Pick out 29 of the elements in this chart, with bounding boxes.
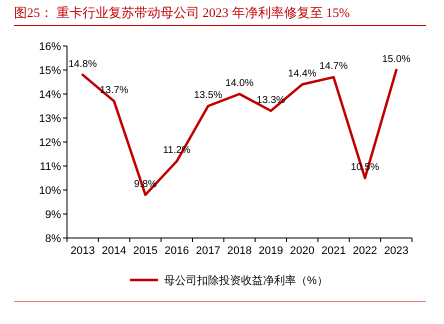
data-label: 14.8% bbox=[68, 58, 97, 70]
x-tick-label: 2017 bbox=[196, 245, 220, 257]
data-label: 14.7% bbox=[319, 61, 348, 72]
x-tick-label: 2021 bbox=[321, 245, 346, 257]
x-tick-label: 2023 bbox=[384, 245, 409, 257]
y-tick-label: 14% bbox=[38, 89, 62, 101]
x-tick-label: 2022 bbox=[352, 245, 378, 257]
y-tick-label: 11% bbox=[40, 161, 62, 173]
data-label: 13.5% bbox=[194, 90, 222, 101]
y-tick-label: 8% bbox=[45, 233, 62, 245]
x-tick-label: 2018 bbox=[227, 245, 252, 257]
y-tick-label: 10% bbox=[38, 185, 62, 197]
y-tick-label: 13% bbox=[38, 113, 62, 125]
legend-label: 母公司扣除投资收益净利率（%） bbox=[164, 274, 328, 287]
x-tick-label: 2014 bbox=[102, 245, 126, 257]
data-label: 14.0% bbox=[225, 78, 254, 89]
data-label: 14.4% bbox=[288, 68, 317, 80]
chart-title: 图25： 重卡行业复苏带动母公司 2023 年净利率修复至 15% bbox=[14, 5, 350, 20]
x-tick-label: 2015 bbox=[133, 245, 158, 257]
y-tick-label: 16% bbox=[38, 41, 62, 53]
x-tick-label: 2020 bbox=[290, 245, 314, 257]
y-tick-label: 12% bbox=[38, 137, 62, 149]
x-tick-label: 2013 bbox=[70, 245, 95, 257]
line-series bbox=[81, 68, 398, 196]
data-label: 15.0% bbox=[382, 54, 411, 65]
x-tick-label: 2019 bbox=[258, 245, 284, 257]
y-tick-label: 9% bbox=[45, 209, 62, 221]
y-tick-label: 15% bbox=[38, 65, 62, 77]
x-tick-label: 2016 bbox=[164, 245, 190, 257]
